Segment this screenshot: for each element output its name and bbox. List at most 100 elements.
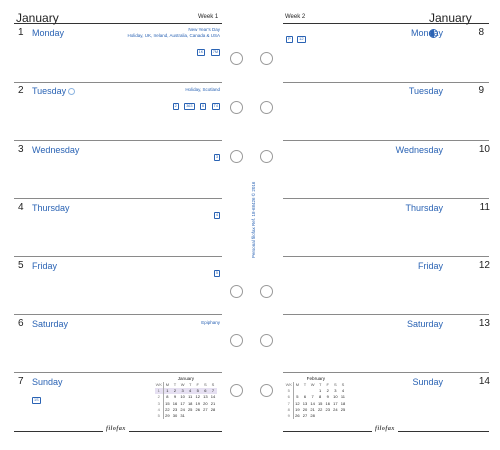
mini-calendar-february: February WK M T W T F S S 5 1 2 3 4 6 5 …	[285, 376, 347, 420]
ring-hole	[230, 52, 243, 65]
cal-cell: 19	[295, 406, 300, 412]
day-badges: 4	[213, 203, 220, 221]
day-rule	[283, 314, 489, 315]
cal-cell: 6	[201, 388, 210, 395]
cal-cell: 24	[180, 406, 185, 412]
cal-cell: 16	[325, 400, 330, 406]
cal-cell: 31	[180, 413, 185, 419]
cal-cell: 3	[155, 400, 164, 407]
cal-cell	[339, 413, 347, 419]
cal-cell: 24	[333, 406, 338, 412]
badge: 6	[199, 103, 207, 110]
cal-cell: 27	[302, 413, 308, 419]
cal-cell: 4	[186, 388, 194, 395]
cal-cell: 6	[303, 394, 307, 400]
day-number: 14	[478, 376, 490, 387]
cal-cell: 25	[187, 406, 193, 412]
cal-row: 9 26 27 28	[285, 413, 347, 420]
day-badges: 1K 7M	[196, 40, 220, 58]
cal-cell: 26	[295, 413, 300, 419]
day-rule	[14, 140, 222, 141]
day-number: 12	[478, 260, 490, 271]
day-rule	[283, 372, 489, 373]
cal-cell	[202, 413, 210, 419]
day-name: Thursday	[405, 203, 443, 213]
day-rule	[283, 140, 489, 141]
cal-cell: 30	[172, 413, 178, 419]
ring-hole	[230, 334, 243, 347]
cal-cell	[194, 413, 202, 419]
holiday-note: New Year's Day Holiday, UK, Ireland, Aus…	[80, 27, 220, 39]
cal-header: W	[310, 382, 315, 387]
cal-cell: 2	[326, 388, 329, 394]
cal-header: S	[204, 382, 207, 387]
badge: T4	[211, 103, 220, 110]
right-header-badges: P 12	[286, 27, 306, 45]
day-name: Monday	[32, 28, 65, 38]
cal-cell: 3	[334, 388, 337, 394]
day-number: 1	[18, 27, 24, 38]
badge: 5	[213, 270, 220, 277]
cal-cell	[209, 413, 217, 419]
cal-cell: 28	[210, 406, 216, 412]
cal-header: F	[326, 382, 329, 387]
note-line: Holiday, UK, Ireland, Australia, Canada …	[127, 33, 220, 38]
day-number: 13	[478, 318, 490, 329]
cal-cell: 22	[317, 406, 323, 412]
cal-cell: 15	[165, 400, 170, 406]
cal-header: T	[303, 382, 307, 387]
day-number: 4	[18, 202, 24, 213]
day-name: Thursday	[32, 203, 70, 213]
day-rule	[14, 256, 222, 257]
day-number: 10	[478, 144, 490, 155]
cal-row: 8 19 20 21 22 23 24 25	[285, 406, 347, 414]
cal-cell: 4	[341, 388, 345, 394]
cal-cell: 21	[310, 406, 315, 412]
ring-hole	[230, 150, 243, 163]
cal-cell: 7	[285, 400, 294, 407]
cal-cell: 7	[209, 388, 217, 395]
spine-imprint: Personal filofax Ref. 18-68426 © 2016	[251, 181, 256, 258]
cal-cell	[186, 413, 194, 419]
day-number: 2	[18, 85, 24, 96]
day-rule	[14, 198, 222, 199]
cal-cell: 1	[163, 388, 172, 395]
cal-cell: 25	[340, 406, 346, 412]
cal-cell	[332, 413, 340, 419]
moon-phase-icon	[68, 88, 75, 95]
cal-cell: 15	[317, 400, 323, 406]
cal-cell: 16	[172, 400, 178, 406]
left-header-rule	[14, 23, 222, 24]
day-badges: 3	[213, 145, 220, 163]
week-badge: 12	[297, 36, 306, 43]
right-month-title: January	[429, 11, 472, 25]
cal-header: T	[188, 382, 192, 387]
cal-cell: 27	[203, 406, 208, 412]
day-badges: 2 363 6 T4	[172, 94, 220, 112]
cal-cell: 10	[180, 394, 185, 400]
cal-cell: 8	[166, 394, 169, 400]
cal-cell: 19	[195, 400, 200, 406]
cal-row: 5 29 30 31	[155, 413, 217, 420]
cal-cell: 9	[326, 394, 329, 400]
cal-cell: 5	[296, 394, 299, 400]
ring-hole	[260, 52, 273, 65]
cal-cell: 11	[340, 394, 346, 400]
cal-header: T	[173, 382, 177, 387]
cal-cell: 29	[165, 413, 170, 419]
day-name: Sunday	[32, 377, 63, 387]
cal-header: WK	[155, 382, 164, 389]
day-name: Monday	[410, 28, 443, 38]
holiday-note: Epiphany	[160, 320, 220, 326]
day-number: 8	[478, 27, 484, 38]
cal-cell: 8	[319, 394, 322, 400]
day-rule	[283, 198, 489, 199]
mini-calendar-january: January WK M T W T F S S 1 1 2 3 4 5 6 7…	[155, 376, 217, 420]
cal-row: 5 1 2 3 4	[285, 388, 347, 395]
cal-cell	[316, 413, 324, 419]
ring-hole	[260, 285, 273, 298]
cal-cell: 10	[333, 394, 338, 400]
cal-cell: 13	[203, 394, 208, 400]
cal-cell: 5	[193, 388, 202, 395]
cal-cell: 1	[155, 388, 164, 395]
